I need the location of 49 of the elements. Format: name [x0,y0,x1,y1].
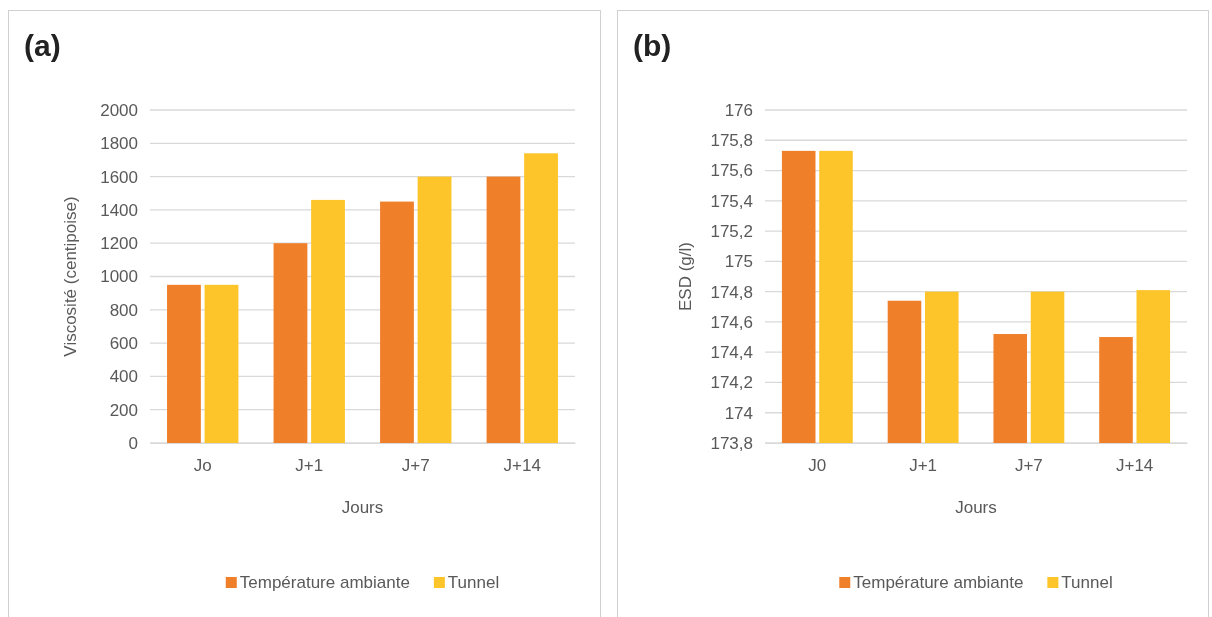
x-tick-label: J+14 [1115,456,1154,476]
bar [417,176,452,443]
bar [486,176,521,443]
x-axis-title: Jours [341,498,384,517]
y-tick-label: 173,8 [710,433,753,453]
y-tick-label: 175,8 [710,131,753,151]
bar [380,201,414,443]
legend-label: Tunnel [447,573,500,592]
bar [311,199,345,443]
x-tick-label: J0 [808,456,827,476]
y-tick-label: 600 [109,334,138,354]
y-tick-label: 0 [128,433,138,453]
x-tick-label: J+1 [295,456,324,476]
y-tick-label: 2000 [100,100,138,120]
y-tick-label: 174,2 [710,373,753,393]
bar [204,284,239,443]
x-tick-label: Jo [193,456,212,476]
y-tick-label: 174,8 [710,282,753,302]
y-tick-label: 174,4 [710,343,753,363]
chart-title: (a) [24,29,61,62]
y-tick-label: 1200 [100,234,138,254]
bar [167,284,201,443]
bar [524,153,558,443]
y-tick-label: 175,6 [710,161,753,181]
y-tick-label: 175 [724,252,753,272]
y-tick-label: 174 [724,403,753,423]
y-tick-label: 1600 [100,167,138,187]
y-axis-title: ESD (g/l) [676,242,695,311]
x-axis-title: Jours [955,498,997,517]
y-tick-label: 1400 [100,200,138,220]
y-tick-label: 175,4 [710,191,753,211]
legend-label: Température ambiante [239,573,410,592]
bar [273,243,308,443]
x-tick-label: J+14 [503,456,541,476]
y-tick-label: 1000 [100,267,138,287]
y-axis-title: Viscosité (centipoise) [61,196,80,357]
y-tick-label: 174,6 [710,312,753,332]
legend-label: Température ambiante [853,573,1024,592]
y-tick-label: 800 [109,300,138,320]
y-tick-label: 400 [109,367,138,387]
y-tick-label: 176 [724,100,753,120]
chart-title: (b) [633,29,672,62]
x-tick-label: J+7 [1014,456,1043,476]
y-tick-label: 1800 [100,134,138,154]
y-tick-label: 200 [109,400,138,420]
legend-label: Tunnel [1061,573,1113,592]
x-tick-label: J+7 [401,456,430,476]
x-tick-label: J+1 [909,456,938,476]
y-tick-label: 175,2 [710,222,753,242]
